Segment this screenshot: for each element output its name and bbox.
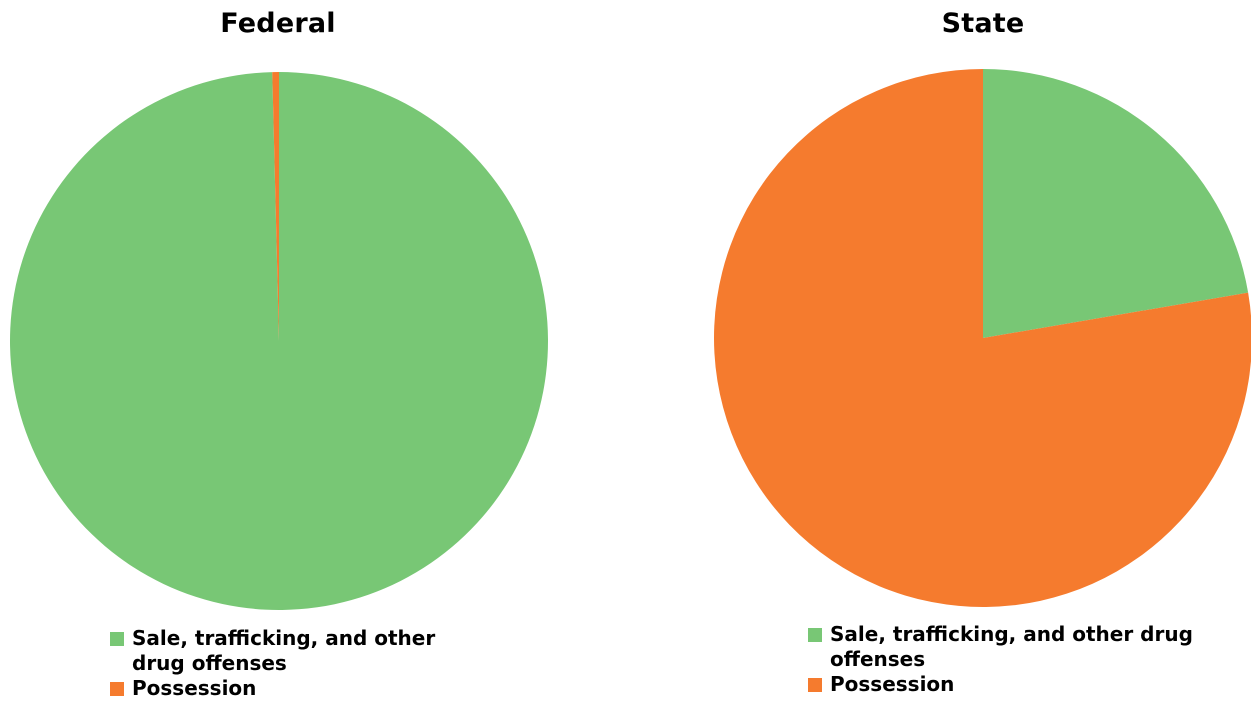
state-legend-item-sale: Sale, trafficking, and other drug offens… (808, 622, 1228, 672)
federal-legend-label-possession: Possession (132, 676, 257, 700)
state-legend-label-sale: Sale, trafficking, and other drug offens… (830, 622, 1193, 671)
state-pie-slice-possession (714, 69, 1251, 607)
state-chart-title: State (941, 8, 1025, 39)
state-legend-label-possession: Possession (830, 672, 955, 696)
state-legend-swatch-sale (808, 628, 822, 642)
state-legend: Sale, trafficking, and other drug offens… (808, 622, 1228, 697)
state-pie-slice-sale (983, 69, 1249, 338)
federal-legend: Sale, trafficking, and other drug offens… (110, 626, 490, 701)
federal-legend-item-sale: Sale, trafficking, and other drug offens… (110, 626, 490, 676)
federal-pie-chart (9, 72, 548, 611)
federal-legend-label-sale: Sale, trafficking, and other drug offens… (132, 626, 436, 675)
state-pie-chart (714, 69, 1251, 607)
state-legend-swatch-possession (808, 678, 822, 692)
federal-legend-swatch-possession (110, 682, 124, 696)
federal-chart-title: Federal (220, 8, 336, 39)
federal-pie-slice-sale (9, 72, 548, 611)
federal-pie-slice-possession (272, 72, 279, 341)
federal-legend-swatch-sale (110, 632, 124, 646)
federal-legend-item-possession: Possession (110, 676, 490, 701)
state-legend-item-possession: Possession (808, 672, 1228, 697)
